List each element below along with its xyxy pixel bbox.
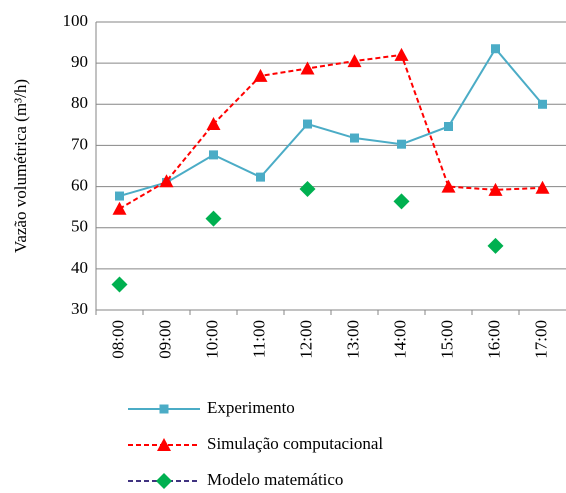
y-axis-label: Vazão volumétrica (m³/h) bbox=[11, 79, 30, 253]
x-tick-label: 11:00 bbox=[249, 320, 268, 358]
marker bbox=[256, 172, 265, 182]
x-tick-label: 08:00 bbox=[108, 320, 127, 359]
marker bbox=[157, 438, 171, 451]
series-line bbox=[119, 47, 544, 197]
x-tick-label: 12:00 bbox=[296, 320, 315, 359]
marker bbox=[487, 237, 504, 254]
y-tick-label: 40 bbox=[71, 258, 88, 277]
marker bbox=[393, 193, 410, 210]
marker bbox=[300, 61, 315, 75]
marker bbox=[491, 44, 500, 54]
marker bbox=[350, 133, 359, 143]
marker bbox=[394, 47, 409, 61]
marker bbox=[115, 191, 124, 201]
y-tick-label: 90 bbox=[71, 52, 88, 71]
marker bbox=[444, 122, 453, 132]
marker bbox=[488, 182, 503, 196]
x-tick-label: 09:00 bbox=[155, 320, 174, 359]
marker bbox=[159, 404, 169, 414]
marker bbox=[299, 181, 316, 198]
marker bbox=[159, 174, 174, 188]
marker bbox=[538, 99, 547, 109]
series-line bbox=[118, 53, 543, 210]
marker bbox=[206, 117, 221, 131]
legend-label: Simulação computacional bbox=[207, 434, 383, 453]
x-tick-label: 13:00 bbox=[343, 320, 362, 359]
x-tick-label: 14:00 bbox=[390, 320, 409, 359]
x-tick-label: 17:00 bbox=[531, 320, 550, 359]
legend-label: Experimento bbox=[207, 398, 295, 417]
x-tick-label: 10:00 bbox=[202, 320, 221, 359]
marker bbox=[535, 180, 550, 194]
y-tick-label: 80 bbox=[71, 93, 88, 112]
y-tick-label: 60 bbox=[71, 175, 88, 194]
marker bbox=[209, 150, 218, 160]
legend-label: Modelo matemático bbox=[207, 470, 343, 489]
marker bbox=[347, 54, 362, 68]
marker bbox=[111, 276, 128, 293]
y-tick-label: 30 bbox=[71, 299, 88, 318]
marker bbox=[253, 68, 268, 82]
y-tick-label: 70 bbox=[71, 134, 88, 153]
y-tick-label: 100 bbox=[63, 11, 89, 30]
marker bbox=[303, 119, 312, 129]
x-tick-label: 16:00 bbox=[484, 320, 503, 359]
marker bbox=[205, 210, 222, 227]
marker bbox=[397, 139, 406, 149]
x-tick-label: 15:00 bbox=[437, 320, 456, 359]
y-tick-label: 50 bbox=[71, 217, 88, 236]
marker bbox=[441, 179, 456, 193]
marker bbox=[156, 473, 172, 489]
marker bbox=[112, 201, 127, 215]
